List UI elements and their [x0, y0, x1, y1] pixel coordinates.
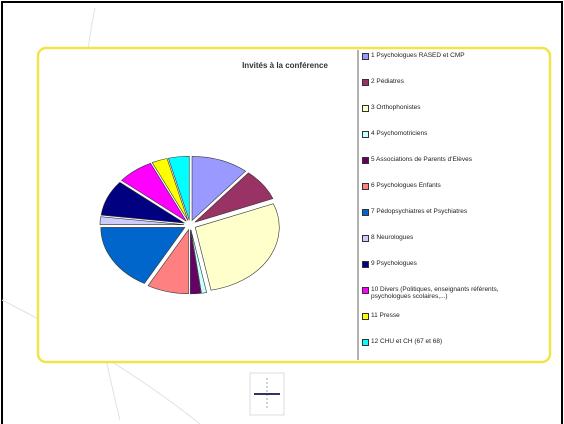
pie-slice [99, 216, 185, 225]
legend-item: 6 Psychologues Enfants [362, 182, 540, 190]
legend-item: 10 Divers (Politiques, enseignants référ… [362, 286, 540, 300]
legend-item: 4 Psychomotriciens [362, 130, 540, 138]
pie-slice [151, 158, 189, 221]
legend-item: 11 Presse [362, 312, 540, 320]
legend-label: 7 Pédopsychiatres et Psychiatres [371, 208, 468, 215]
chart-title: Invités à la conférence [242, 61, 328, 70]
icon [249, 372, 285, 416]
pie-slice [194, 172, 274, 223]
pie-slice [147, 228, 189, 294]
legend-label: 3 Orthophonistes [371, 104, 421, 111]
legend-label: 8 Neurologues [371, 234, 414, 241]
legend-swatch [362, 105, 369, 112]
legend-label: 11 Presse [371, 312, 400, 319]
legend-item: 5 Associations de Parents d'Elèves [362, 156, 540, 164]
legend-label: 2 Pédiatres [371, 78, 404, 85]
legend-label: 4 Psychomotriciens [371, 130, 428, 137]
legend-item: 7 Pédopsychiatres et Psychiatres [362, 208, 540, 216]
legend-item: 2 Pédiatres [362, 78, 540, 86]
legend-swatch [362, 261, 369, 268]
legend-label: 10 Divers (Politiques, enseignants référ… [371, 286, 499, 300]
legend-label: 5 Associations de Parents d'Elèves [371, 156, 472, 163]
legend-item: 1 Psychologues RASED et CMP [362, 52, 540, 60]
pie-slice [100, 181, 185, 224]
legend-swatch [362, 339, 369, 346]
legend-swatch [362, 235, 369, 242]
legend-swatch [362, 53, 369, 60]
pie-slice [167, 155, 190, 221]
legend-label: 6 Psychologues Enfants [371, 182, 441, 189]
legend-swatch [362, 79, 369, 86]
legend-swatch [362, 313, 369, 320]
pie-slice [100, 227, 186, 284]
legend-item: 12 CHU et CH (67 et 68) [362, 338, 540, 346]
legend-swatch [362, 287, 369, 294]
legend-label: 12 CHU et CH (67 et 68) [371, 338, 443, 345]
legend-item: 9 Psychologues [362, 260, 540, 268]
pie-slice [194, 203, 280, 291]
pie-slice [191, 156, 247, 222]
legend-label: 9 Psychologues [371, 260, 417, 267]
pie-slice [190, 229, 202, 295]
legend-swatch [362, 157, 369, 164]
pie-slice [121, 162, 187, 222]
legend-item: 8 Neurologues [362, 234, 540, 242]
legend-swatch [362, 209, 369, 216]
legend-label: 1 Psychologues RASED et CMP [371, 52, 465, 59]
legend-item: 3 Orthophonistes [362, 104, 540, 112]
legend-swatch [362, 183, 369, 190]
legend-swatch [362, 131, 369, 138]
pie-slice [190, 229, 208, 294]
